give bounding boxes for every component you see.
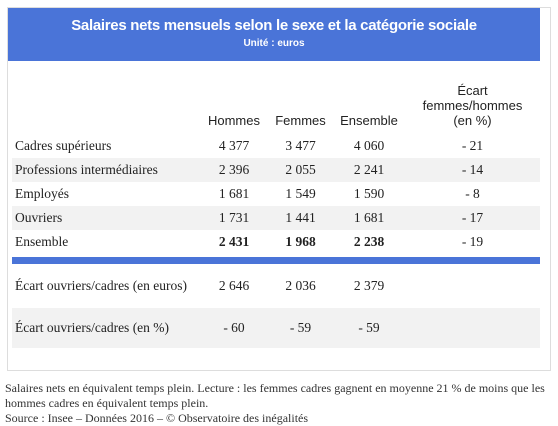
table-row: Professions intermédiaires 2 396 2 055 2 24… — [12, 158, 540, 182]
column-header-text: Écart femmes/hommes (en %) — [422, 83, 523, 128]
source: Source : Insee – Données 2016 – © Observ… — [5, 411, 309, 425]
cell: 2 241 — [353, 162, 385, 177]
cell: 2 396 — [218, 162, 250, 177]
caption-block: Salaires nets en équivalent temps plein.… — [5, 381, 557, 426]
cell: 1 549 — [285, 186, 316, 201]
table-row: Ensemble 2 431 1 968 2 238 - 19 — [12, 230, 540, 254]
column-header: Femmes — [268, 113, 333, 128]
cell: 2 379 — [353, 278, 385, 293]
cell: 1 681 — [218, 186, 250, 201]
title: Salaires nets mensuels selon le sexe et … — [71, 17, 477, 34]
cell: 3 477 — [285, 138, 316, 153]
row-label: Employés — [15, 186, 69, 201]
cell: - 60 — [223, 320, 245, 335]
table-row: Écart ouvriers/cadres (en euros) 2 646 2 0… — [12, 264, 540, 308]
column-header: Écart femmes/hommes (en %) — [405, 83, 540, 128]
cell: - 59 — [289, 320, 312, 335]
cell: 2 238 — [353, 234, 385, 249]
cell: - 17 — [461, 210, 484, 225]
row-label: Cadres supérieurs — [15, 138, 112, 153]
cell: 1 441 — [285, 210, 316, 225]
subtitle: Unité : euros — [243, 38, 305, 49]
column-header: Hommes — [200, 113, 268, 128]
table-row: Écart ouvriers/cadres (en %) - 60 - 59 - 59 — [12, 308, 540, 348]
cell: 1 590 — [353, 186, 385, 201]
cell: 1 968 — [285, 234, 316, 249]
row-label: Ensemble — [15, 234, 69, 249]
column-header-text: Hommes — [207, 113, 260, 128]
row-label: Ouvriers — [15, 210, 63, 225]
row-label: Professions intermédiaires — [15, 162, 158, 177]
table: Hommes Femmes Ensemble Écart femmes/hommes … — [12, 64, 540, 348]
cell: 1 681 — [353, 210, 385, 225]
table-row: Employés 1 681 1 549 1 590 - 8 — [12, 182, 540, 206]
cell: - 21 — [461, 138, 484, 153]
caption: Salaires nets en équivalent temps plein.… — [5, 381, 545, 410]
column-header: Ensemble — [333, 113, 405, 128]
cell: 2 646 — [218, 278, 250, 293]
table-box — [7, 7, 551, 371]
table-row: Cadres supérieurs 4 377 3 477 4 060 - 21 — [12, 134, 540, 158]
cell: - 19 — [461, 234, 484, 249]
cell: 2 055 — [285, 162, 316, 177]
table-row: Ouvriers 1 731 1 441 1 681 - 17 — [12, 206, 540, 230]
cell: - 59 — [358, 320, 380, 335]
column-header-text: Femmes — [275, 113, 326, 128]
cell: - 8 — [465, 186, 480, 201]
table-header: Salaires nets mensuels selon le sexe et … — [8, 8, 540, 61]
column-header-text: Ensemble — [340, 113, 398, 128]
cell: 4 377 — [218, 138, 250, 153]
cell: 1 731 — [218, 210, 250, 225]
cell: - 14 — [461, 162, 484, 177]
cell: 4 060 — [353, 138, 385, 153]
row-label: Écart ouvriers/cadres (en %) — [15, 320, 170, 335]
cell: 2 431 — [218, 234, 250, 249]
cell: 2 036 — [285, 278, 316, 293]
row-label: Écart ouvriers/cadres (en euros) — [15, 278, 188, 293]
separator — [12, 257, 540, 264]
header-row: Hommes Femmes Ensemble Écart femmes/hommes … — [12, 64, 540, 134]
